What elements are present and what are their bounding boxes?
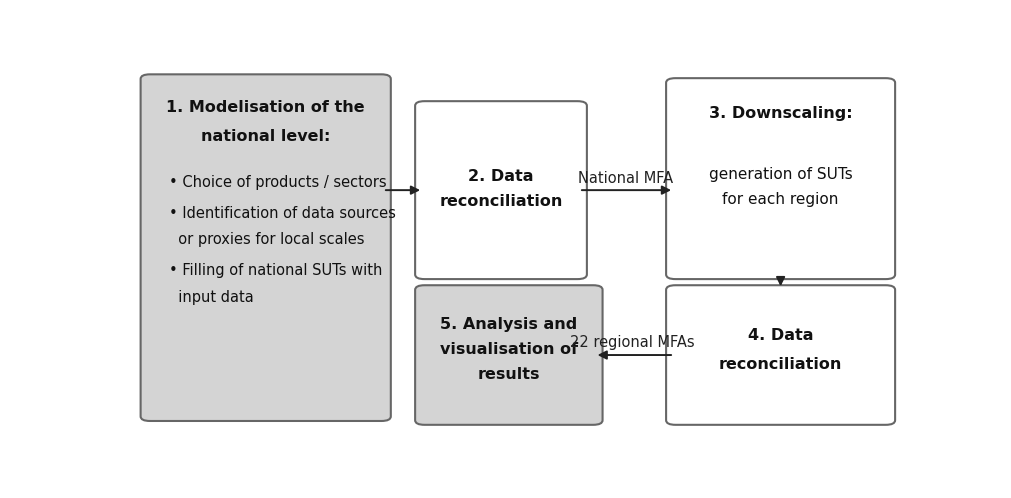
Text: 5. Analysis and: 5. Analysis and: [440, 317, 577, 332]
Text: or proxies for local scales: or proxies for local scales: [169, 233, 364, 248]
Text: • Choice of products / sectors: • Choice of products / sectors: [169, 175, 386, 190]
Text: 3. Downscaling:: 3. Downscaling:: [708, 106, 851, 121]
Text: 4. Data: 4. Data: [747, 328, 813, 343]
Text: 1. Modelisation of the: 1. Modelisation of the: [166, 100, 365, 115]
Text: results: results: [477, 368, 540, 382]
FancyBboxPatch shape: [415, 285, 602, 425]
Text: 22 regional MFAs: 22 regional MFAs: [569, 335, 694, 350]
Text: national level:: national level:: [201, 129, 330, 144]
Text: input data: input data: [169, 290, 253, 305]
FancyBboxPatch shape: [665, 285, 895, 425]
FancyBboxPatch shape: [141, 74, 390, 421]
Text: • Filling of national SUTs with: • Filling of national SUTs with: [169, 263, 381, 278]
Text: generation of SUTs: generation of SUTs: [708, 167, 851, 182]
Text: reconciliation: reconciliation: [439, 194, 562, 209]
FancyBboxPatch shape: [415, 101, 586, 279]
Text: reconciliation: reconciliation: [718, 357, 841, 372]
Text: for each region: for each region: [722, 192, 838, 207]
Text: visualisation of: visualisation of: [440, 342, 577, 357]
Text: • Identification of data sources: • Identification of data sources: [169, 206, 395, 221]
Text: National MFA: National MFA: [577, 171, 672, 186]
Text: 2. Data: 2. Data: [468, 169, 533, 184]
FancyBboxPatch shape: [665, 78, 895, 279]
